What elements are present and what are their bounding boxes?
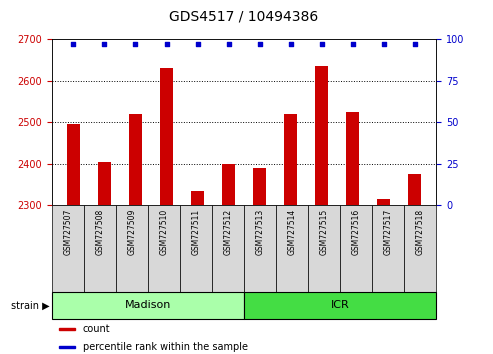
Text: GSM727518: GSM727518 [416, 209, 425, 255]
Bar [222, 164, 235, 205]
Text: GSM727511: GSM727511 [191, 209, 201, 255]
Text: GSM727509: GSM727509 [127, 209, 137, 255]
Bar [191, 191, 204, 205]
Text: GSM727517: GSM727517 [384, 209, 393, 255]
Point [163, 41, 171, 47]
Bar [372, 205, 404, 292]
Text: GSM727516: GSM727516 [352, 209, 361, 255]
Text: strain ▶: strain ▶ [11, 300, 49, 310]
Bar [308, 205, 340, 292]
Point [132, 41, 140, 47]
Text: Madison: Madison [125, 300, 171, 310]
Point [225, 41, 233, 47]
Bar [212, 205, 244, 292]
Text: count: count [82, 324, 110, 334]
Bar [67, 124, 80, 205]
Bar [98, 162, 111, 205]
Text: percentile rank within the sample: percentile rank within the sample [82, 342, 247, 352]
Bar [316, 66, 328, 205]
Bar [284, 114, 297, 205]
Bar [244, 292, 436, 319]
Bar [253, 168, 266, 205]
Point [286, 41, 294, 47]
Bar [129, 114, 141, 205]
Text: GSM727510: GSM727510 [159, 209, 169, 255]
Point [194, 41, 202, 47]
Point [317, 41, 325, 47]
Point [101, 41, 108, 47]
Bar [60, 328, 75, 330]
Bar [180, 205, 212, 292]
Bar [160, 68, 173, 205]
Text: GSM727508: GSM727508 [95, 209, 105, 255]
Bar [347, 112, 359, 205]
Point [411, 41, 419, 47]
Point [70, 41, 77, 47]
Point [380, 41, 387, 47]
Text: GDS4517 / 10494386: GDS4517 / 10494386 [170, 9, 318, 23]
Point [255, 41, 263, 47]
Text: GSM727515: GSM727515 [319, 209, 329, 255]
Bar [52, 205, 84, 292]
Bar [276, 205, 308, 292]
Bar [340, 205, 372, 292]
Bar [116, 205, 148, 292]
Text: GSM727514: GSM727514 [287, 209, 297, 255]
Bar [377, 199, 390, 205]
Bar [148, 205, 180, 292]
Bar [408, 174, 421, 205]
Bar [244, 205, 276, 292]
Text: ICR: ICR [331, 300, 350, 310]
Text: GSM727512: GSM727512 [223, 209, 233, 255]
Bar [60, 346, 75, 348]
Text: GSM727513: GSM727513 [255, 209, 265, 255]
Text: GSM727507: GSM727507 [63, 209, 72, 255]
Bar [84, 205, 116, 292]
Bar [52, 292, 244, 319]
Point [349, 41, 356, 47]
Bar [404, 205, 436, 292]
